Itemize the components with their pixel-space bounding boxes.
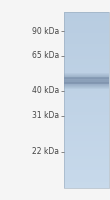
Bar xyxy=(64,79,109,80)
Bar xyxy=(64,44,109,47)
Bar xyxy=(64,12,109,15)
Bar xyxy=(64,185,109,188)
Bar xyxy=(64,165,109,167)
Bar xyxy=(64,91,109,94)
Bar xyxy=(64,176,109,179)
Bar xyxy=(64,182,109,185)
Bar xyxy=(64,109,109,112)
Bar xyxy=(64,88,109,90)
Bar xyxy=(64,15,109,18)
Bar xyxy=(64,78,109,79)
Bar xyxy=(64,79,109,82)
Bar xyxy=(64,27,109,30)
Bar xyxy=(64,72,109,74)
Bar xyxy=(64,38,109,41)
Bar xyxy=(64,115,109,118)
Bar xyxy=(64,76,109,77)
Bar xyxy=(64,77,109,79)
Bar xyxy=(64,144,109,147)
Bar xyxy=(64,103,109,106)
Bar xyxy=(64,88,109,91)
Bar xyxy=(64,75,109,76)
Bar xyxy=(64,87,109,88)
Bar xyxy=(64,82,109,85)
Bar xyxy=(64,59,109,62)
Bar xyxy=(64,123,109,126)
Bar xyxy=(64,112,109,115)
Bar xyxy=(64,141,109,144)
Bar xyxy=(64,50,109,53)
Bar xyxy=(64,77,109,79)
Bar xyxy=(64,88,109,89)
Bar xyxy=(64,85,109,86)
Bar xyxy=(64,68,109,71)
Bar xyxy=(64,77,109,78)
Bar xyxy=(64,129,109,132)
Bar xyxy=(64,97,109,100)
Bar xyxy=(64,21,109,24)
Bar xyxy=(64,138,109,141)
Bar xyxy=(64,135,109,138)
Bar xyxy=(64,65,109,68)
Bar xyxy=(64,30,109,33)
Text: 31 kDa: 31 kDa xyxy=(32,112,59,120)
Bar xyxy=(64,74,109,75)
Bar xyxy=(64,84,109,85)
Bar xyxy=(64,159,109,162)
Bar xyxy=(64,73,109,74)
Bar xyxy=(64,80,109,81)
Bar xyxy=(64,147,109,150)
Bar xyxy=(64,121,109,123)
Bar xyxy=(64,53,109,56)
Bar xyxy=(64,170,109,173)
Bar xyxy=(64,35,109,38)
Bar xyxy=(64,156,109,159)
Bar xyxy=(64,71,109,74)
Bar xyxy=(64,153,109,156)
Bar xyxy=(64,162,109,165)
Bar xyxy=(64,12,109,188)
Bar xyxy=(64,74,109,77)
Bar xyxy=(64,33,109,35)
Bar xyxy=(64,118,109,121)
Bar xyxy=(64,126,109,129)
Bar xyxy=(64,173,109,176)
Bar xyxy=(64,150,109,153)
Bar xyxy=(64,86,109,87)
Bar xyxy=(64,81,109,82)
Bar xyxy=(64,83,109,84)
Bar xyxy=(64,56,109,59)
Bar xyxy=(64,82,109,84)
Text: 90 kDa: 90 kDa xyxy=(32,26,59,36)
Bar xyxy=(64,18,109,21)
Text: 65 kDa: 65 kDa xyxy=(32,51,59,60)
Bar xyxy=(64,24,109,27)
Bar xyxy=(64,132,109,135)
Bar xyxy=(64,85,109,88)
Bar xyxy=(64,41,109,44)
Bar xyxy=(64,62,109,65)
Bar xyxy=(64,94,109,97)
Bar xyxy=(64,100,109,103)
Bar xyxy=(64,167,109,170)
Bar xyxy=(64,106,109,109)
Text: 22 kDa: 22 kDa xyxy=(32,148,59,156)
Bar xyxy=(64,82,109,83)
Bar xyxy=(64,179,109,182)
Text: 40 kDa: 40 kDa xyxy=(32,86,59,95)
Bar xyxy=(64,47,109,50)
